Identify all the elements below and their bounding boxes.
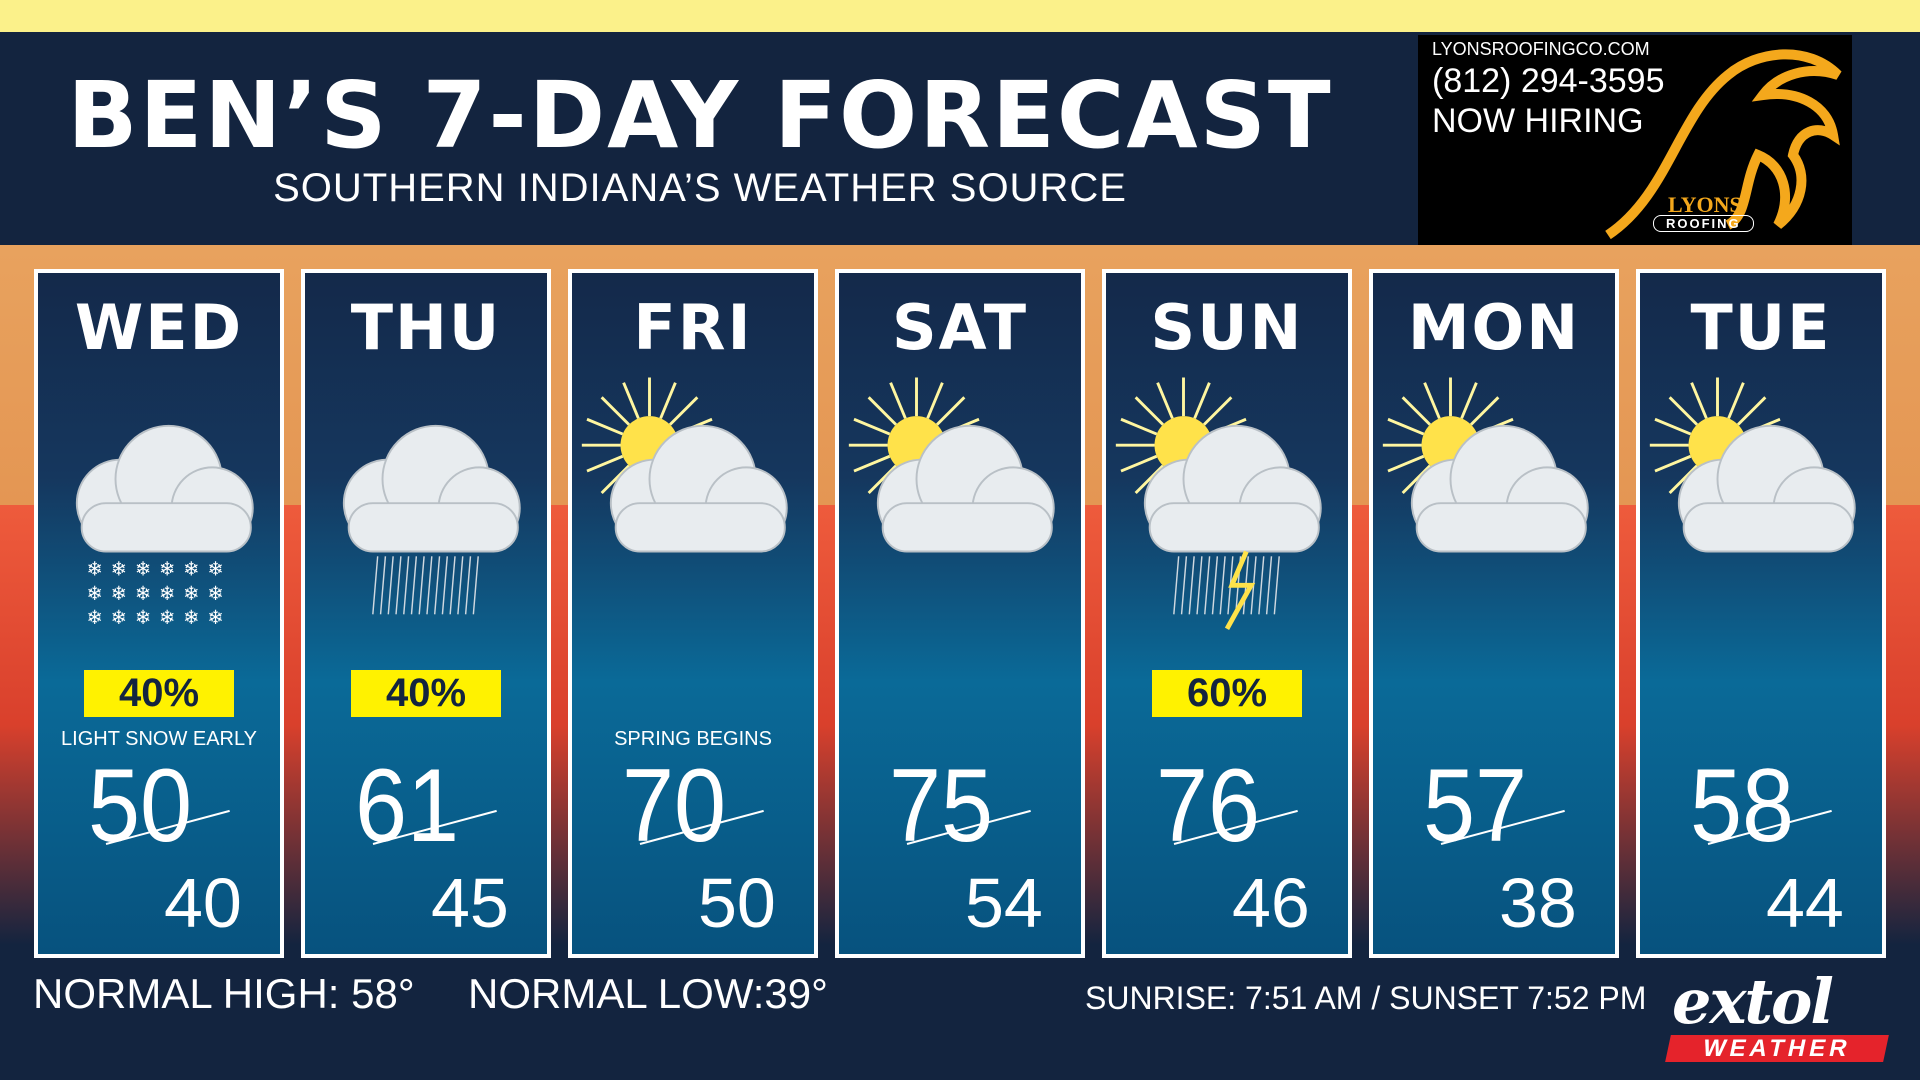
high-temp: 58: [1690, 748, 1795, 864]
normal-low: NORMAL LOW:39°: [468, 970, 828, 1017]
high-temp: 75: [889, 748, 994, 864]
cloud-rain-icon: [310, 363, 542, 653]
low-temp: 46: [1232, 864, 1310, 942]
svg-text:❄: ❄: [183, 584, 199, 605]
precip-badge: 40%: [351, 670, 501, 717]
partly-sunny-icon: [577, 363, 809, 653]
low-temp: 54: [965, 864, 1043, 942]
ad-brand-sub: ROOFING: [1653, 215, 1754, 232]
low-temp: 45: [431, 864, 509, 942]
extol-weather-logo: extol WEATHER: [1665, 965, 1889, 1062]
svg-text:❄: ❄: [183, 560, 199, 581]
svg-text:❄: ❄: [159, 608, 175, 629]
svg-text:❄: ❄: [87, 584, 103, 605]
sponsor-ad[interactable]: LYONSROOFINGCO.COM (812) 294-3595 NOW HI…: [1418, 35, 1852, 245]
svg-text:❄: ❄: [183, 608, 199, 629]
normal-high: NORMAL HIGH: 58°: [33, 970, 415, 1017]
high-temp: 61: [355, 748, 460, 864]
day-column-thu: THU 40% 61 45: [301, 269, 551, 958]
day-label: MON: [1407, 291, 1581, 364]
cloud-snow-icon: ❄ ❄ ❄ ❄ ❄ ❄ ❄ ❄ ❄ ❄ ❄ ❄ ❄ ❄ ❄ ❄ ❄ ❄: [43, 363, 275, 653]
day-column-mon: MON 57 38: [1369, 269, 1619, 958]
svg-text:❄: ❄: [111, 584, 127, 605]
day-note: SPRING BEGINS: [614, 728, 772, 750]
low-temp: 44: [1766, 864, 1844, 942]
day-note: LIGHT SNOW EARLY: [61, 728, 257, 750]
day-column-fri: FRI SPRING BEGINS 70 50: [568, 269, 818, 958]
day-label: TUE: [1690, 291, 1832, 364]
lion-logo-icon: [1605, 49, 1842, 240]
svg-text:❄: ❄: [159, 584, 175, 605]
day-label: SUN: [1150, 291, 1304, 364]
svg-text:❄: ❄: [135, 584, 151, 605]
high-temp: 76: [1156, 748, 1261, 864]
svg-text:❄: ❄: [111, 608, 127, 629]
svg-text:❄: ❄: [135, 560, 151, 581]
day-label: FRI: [633, 291, 753, 364]
high-temp: 57: [1423, 748, 1528, 864]
day-label: SAT: [891, 291, 1029, 364]
partly-sunny-icon: [844, 363, 1076, 653]
svg-text:❄: ❄: [207, 560, 223, 581]
logo-word: extol: [1672, 965, 1834, 1038]
high-temp: 70: [622, 748, 727, 864]
ad-url: LYONSROOFINGCO.COM: [1432, 39, 1650, 59]
high-temp: 50: [88, 748, 193, 864]
sunrise-sunset: SUNRISE: 7:51 AM / SUNSET 7:52 PM: [1085, 980, 1647, 1016]
day-column-sun: SUN 60% 76 46: [1102, 269, 1352, 958]
day-label: WED: [74, 291, 244, 364]
day-column-sat: SAT 75 54: [835, 269, 1085, 958]
logo-sub: WEATHER: [1665, 1035, 1889, 1062]
svg-text:❄: ❄: [135, 608, 151, 629]
page-subtitle: SOUTHERN INDIANA’S WEATHER SOURCE: [273, 166, 1127, 210]
day-column-wed: WED ❄ ❄ ❄ ❄ ❄ ❄ ❄ ❄ ❄ ❄ ❄ ❄ ❄ ❄ ❄ ❄ ❄ ❄ 40% LIGHT SNOW EA…: [34, 269, 284, 958]
svg-text:❄: ❄: [159, 560, 175, 581]
top-strip: [0, 0, 1920, 32]
precip-badge: 40%: [84, 670, 234, 717]
partly-sunny-icon: [1645, 363, 1877, 653]
ad-hiring: NOW HIRING: [1432, 102, 1644, 140]
ad-phone: (812) 294-3595: [1432, 62, 1665, 100]
footer-band: [0, 945, 1920, 1080]
low-temp: 50: [698, 864, 776, 942]
svg-text:❄: ❄: [87, 608, 103, 629]
partly-sunny-icon: [1378, 363, 1610, 653]
svg-text:❄: ❄: [207, 608, 223, 629]
ad-brand: LYONS: [1668, 192, 1742, 217]
day-column-tue: TUE 58 44: [1636, 269, 1886, 958]
svg-text:❄: ❄: [111, 560, 127, 581]
thunderstorm-icon: [1111, 363, 1343, 653]
svg-text:❄: ❄: [87, 560, 103, 581]
page-title: BEN’S 7-DAY FORECAST: [67, 62, 1333, 169]
svg-text:❄: ❄: [207, 584, 223, 605]
day-label: THU: [350, 291, 502, 364]
precip-badge: 60%: [1152, 670, 1302, 717]
low-temp: 40: [164, 864, 242, 942]
low-temp: 38: [1499, 864, 1577, 942]
